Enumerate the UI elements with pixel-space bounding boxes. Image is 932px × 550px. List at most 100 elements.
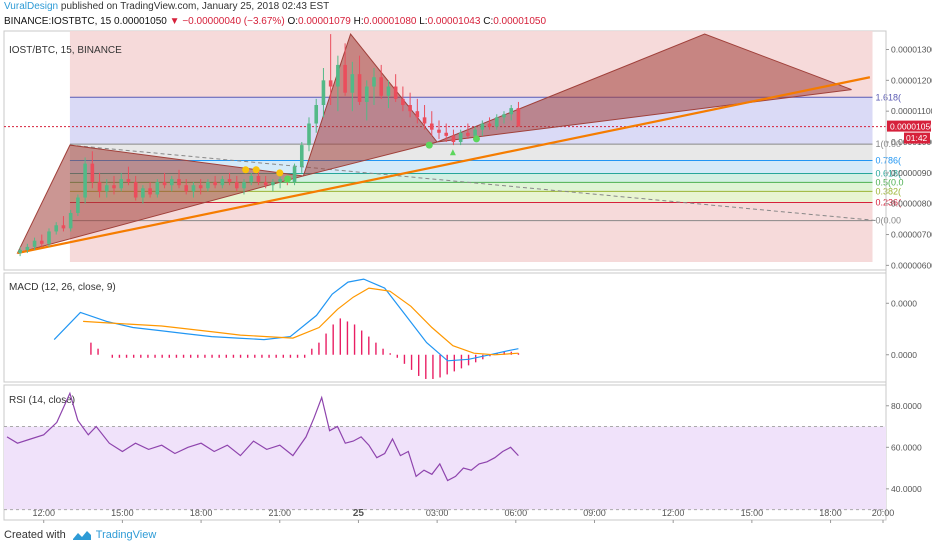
rsi-tick-label: 80.0000 [891, 401, 922, 411]
fib-level-label: 0.786( [876, 156, 902, 166]
candle-body [379, 77, 384, 96]
candle-body [278, 179, 282, 183]
candle-body [393, 86, 398, 99]
candle-body [480, 123, 485, 130]
candle-body [206, 182, 210, 189]
candle-body [299, 145, 304, 167]
candle-body [415, 111, 420, 118]
signal-marker [472, 135, 480, 143]
open-value: 0.00001079 [298, 16, 351, 27]
symbol-label: BINANCE:IOSTBTC, 15 [4, 16, 112, 27]
downtrend-line [69, 144, 878, 222]
candle-body [429, 123, 434, 130]
candle-body [177, 179, 181, 186]
candle-body [271, 182, 275, 186]
time-tick-label: 18:00 [190, 508, 213, 518]
high-label: H: [353, 16, 364, 27]
candle-body [364, 86, 369, 102]
candle-body [112, 185, 116, 189]
rsi-line [6, 391, 519, 482]
rsi-band [4, 426, 886, 510]
candle-body [516, 108, 521, 127]
tradingview-logo-icon [72, 531, 91, 540]
candle-body [336, 64, 340, 87]
candle-body [422, 117, 427, 124]
rsi-tick-label: 60.0000 [891, 442, 922, 452]
price-tick-label: 0.00001300 [891, 45, 932, 55]
candle-body [90, 163, 95, 183]
candle-body [162, 182, 167, 186]
fib-zone [69, 173, 873, 183]
candle-body [307, 123, 311, 146]
last-price: 0.00001050 [114, 16, 167, 27]
current-price-label: 0.00001050 [890, 122, 932, 132]
fib-zone [69, 191, 873, 203]
candle-body [263, 182, 268, 186]
candle-body [18, 249, 22, 254]
price-tick-label: 0.00000700 [891, 230, 932, 240]
candle-body [54, 225, 59, 232]
candle-body [133, 182, 138, 198]
price-tick-label: 0.00001200 [891, 75, 932, 85]
macd-pane[interactable] [3, 272, 887, 383]
price-pane-title: IOST/BTC, 15, BINANCE [9, 45, 122, 56]
candle-body [227, 179, 232, 183]
candle-body [61, 225, 66, 229]
high-value: 0.00001080 [363, 16, 417, 27]
tradingview-brand[interactable]: TradingView [95, 529, 157, 541]
signal-marker [449, 149, 456, 156]
macd-tick-label: 0.0000 [891, 350, 917, 360]
candle-body [451, 135, 456, 143]
rsi-pane-title: RSI (14, close) [9, 395, 75, 406]
candle-body [68, 212, 73, 229]
candle-body [198, 185, 203, 189]
down-arrow-icon: ▼ [169, 16, 180, 27]
candle-body [83, 163, 87, 198]
signal-marker [284, 175, 292, 183]
time-tick-label: 21:00 [269, 508, 292, 518]
candle-body [141, 188, 145, 198]
candle-body [328, 80, 333, 87]
candle-body [256, 175, 261, 183]
candle-body [76, 197, 80, 213]
time-tick-label: 06:00 [505, 508, 528, 518]
fib-zone [69, 202, 873, 221]
ohlc-info: BINANCE:IOSTBTC, 15 0.00001050 ▼ −0.0000… [4, 16, 546, 27]
pattern-triangle-left [16, 144, 304, 254]
candle-body [234, 182, 239, 189]
countdown-label: 01:42 [906, 133, 928, 143]
macd-tick-label: 0.0000 [891, 298, 917, 308]
close-label: C: [483, 16, 494, 27]
publish-info: VuralDesign published on TradingView.com… [4, 1, 329, 12]
candle-body [184, 185, 189, 192]
candle-body [321, 80, 326, 106]
publish-date: published on TradingView.com, January 25… [60, 1, 330, 12]
candle-body [169, 179, 174, 186]
author-link[interactable]: VuralDesign [4, 1, 59, 12]
signal-line [83, 287, 519, 356]
time-tick-label: 18:00 [819, 508, 842, 518]
candle-body [372, 77, 376, 87]
uptrend-line[interactable] [17, 76, 871, 255]
time-tick-label: 15:00 [741, 508, 764, 518]
candle-body [408, 105, 412, 112]
candle-body [148, 188, 152, 195]
candle-body [314, 105, 319, 124]
signal-marker [252, 166, 260, 174]
candle-body [473, 129, 477, 136]
fib-zone [69, 182, 873, 192]
candle-body [242, 182, 246, 189]
candle-body [502, 114, 506, 118]
signal-marker [276, 169, 284, 177]
fib-level-label: 1(0.00 [876, 139, 902, 149]
candle-body [220, 179, 225, 186]
candle-body [509, 108, 514, 115]
time-tick-label: 25 [353, 508, 365, 519]
price-tick-label: 0.00000600 [891, 260, 932, 270]
time-tick-label: 03:00 [426, 508, 449, 518]
price-tick-label: 0.00001100 [891, 106, 932, 116]
candle-body [343, 64, 347, 93]
pattern-triangle-middle [302, 33, 439, 177]
macd-line [53, 278, 519, 362]
